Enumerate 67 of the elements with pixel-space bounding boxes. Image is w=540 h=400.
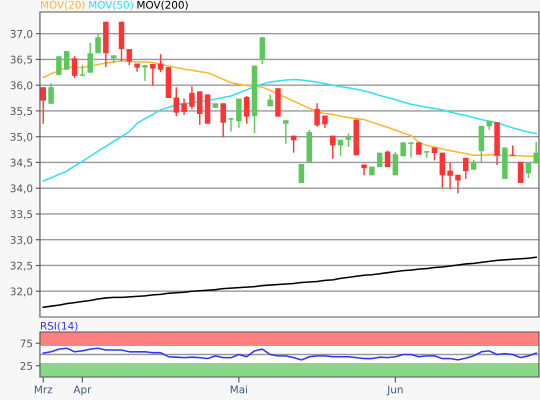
candlestick [181,98,187,116]
candlestick [142,64,148,82]
y-tick-label: 36,0 [10,81,32,90]
y-tick-label: 33,5 [10,210,32,220]
candlestick [283,120,289,145]
x-tick-label: Apr [73,386,92,396]
candlestick [346,132,352,148]
candlestick [189,85,195,110]
candlestick [384,150,390,168]
x-tick-label: Mrz [34,386,52,394]
candlestick [486,120,492,131]
candlestick [510,144,516,156]
x-tick-label: Mai [230,385,248,394]
candlestick [260,36,266,65]
line-series [42,78,537,182]
y-tick-label: 25 [20,362,32,370]
candlestick [236,98,242,129]
y-tick-label: 32,0 [10,287,32,296]
candlestick [440,152,446,188]
line-series [42,347,537,361]
y-tick-label: 32,5 [10,262,32,271]
y-tick-label: 33,0 [10,236,32,245]
candlestick [290,134,296,154]
candlestick [228,117,234,132]
series-label: RSI(14) [40,322,78,332]
y-tick-label: 35,0 [10,132,32,142]
candlestick [361,164,367,176]
candlestick [150,63,156,86]
line-series [42,256,537,308]
text: MOV(50) [89,0,133,10]
candlestick [392,151,398,176]
candlestick [72,56,78,79]
y-tick-label: 75 [20,340,32,348]
candlestick [322,114,328,129]
candlestick [447,162,453,190]
candlestick [533,141,539,164]
candlestick [376,152,382,168]
candlestick [455,174,461,194]
candlestick [526,162,532,179]
candlestick [87,42,93,74]
y-tick-label: 35,5 [10,107,32,116]
candlestick [48,82,54,104]
x-tick-label: Jun [386,386,403,396]
y-tick-label: 34,5 [10,158,32,168]
candlestick [174,86,179,117]
candlestick [400,142,406,157]
candlestick [220,102,226,138]
y-tick-label: 37,0 [10,30,32,39]
candlestick [432,146,438,162]
text: MOV(200) [137,0,188,10]
candlestick [463,157,468,180]
candlestick [40,86,46,124]
candlestick [126,48,132,66]
candlestick [56,56,62,76]
candlestick [196,90,202,126]
y-tick-label: 34,0 [10,184,32,194]
candlestick [244,95,250,124]
candlestick [314,102,320,128]
y-tick-label: 36,5 [10,56,32,65]
candlestick [267,94,273,107]
candlestick [330,134,336,160]
candlestick [338,139,344,156]
candlestick [95,32,101,54]
candlestick [80,64,86,77]
candlestick [158,54,164,73]
text: MOV(20) [40,0,85,10]
candlestick [64,50,70,70]
